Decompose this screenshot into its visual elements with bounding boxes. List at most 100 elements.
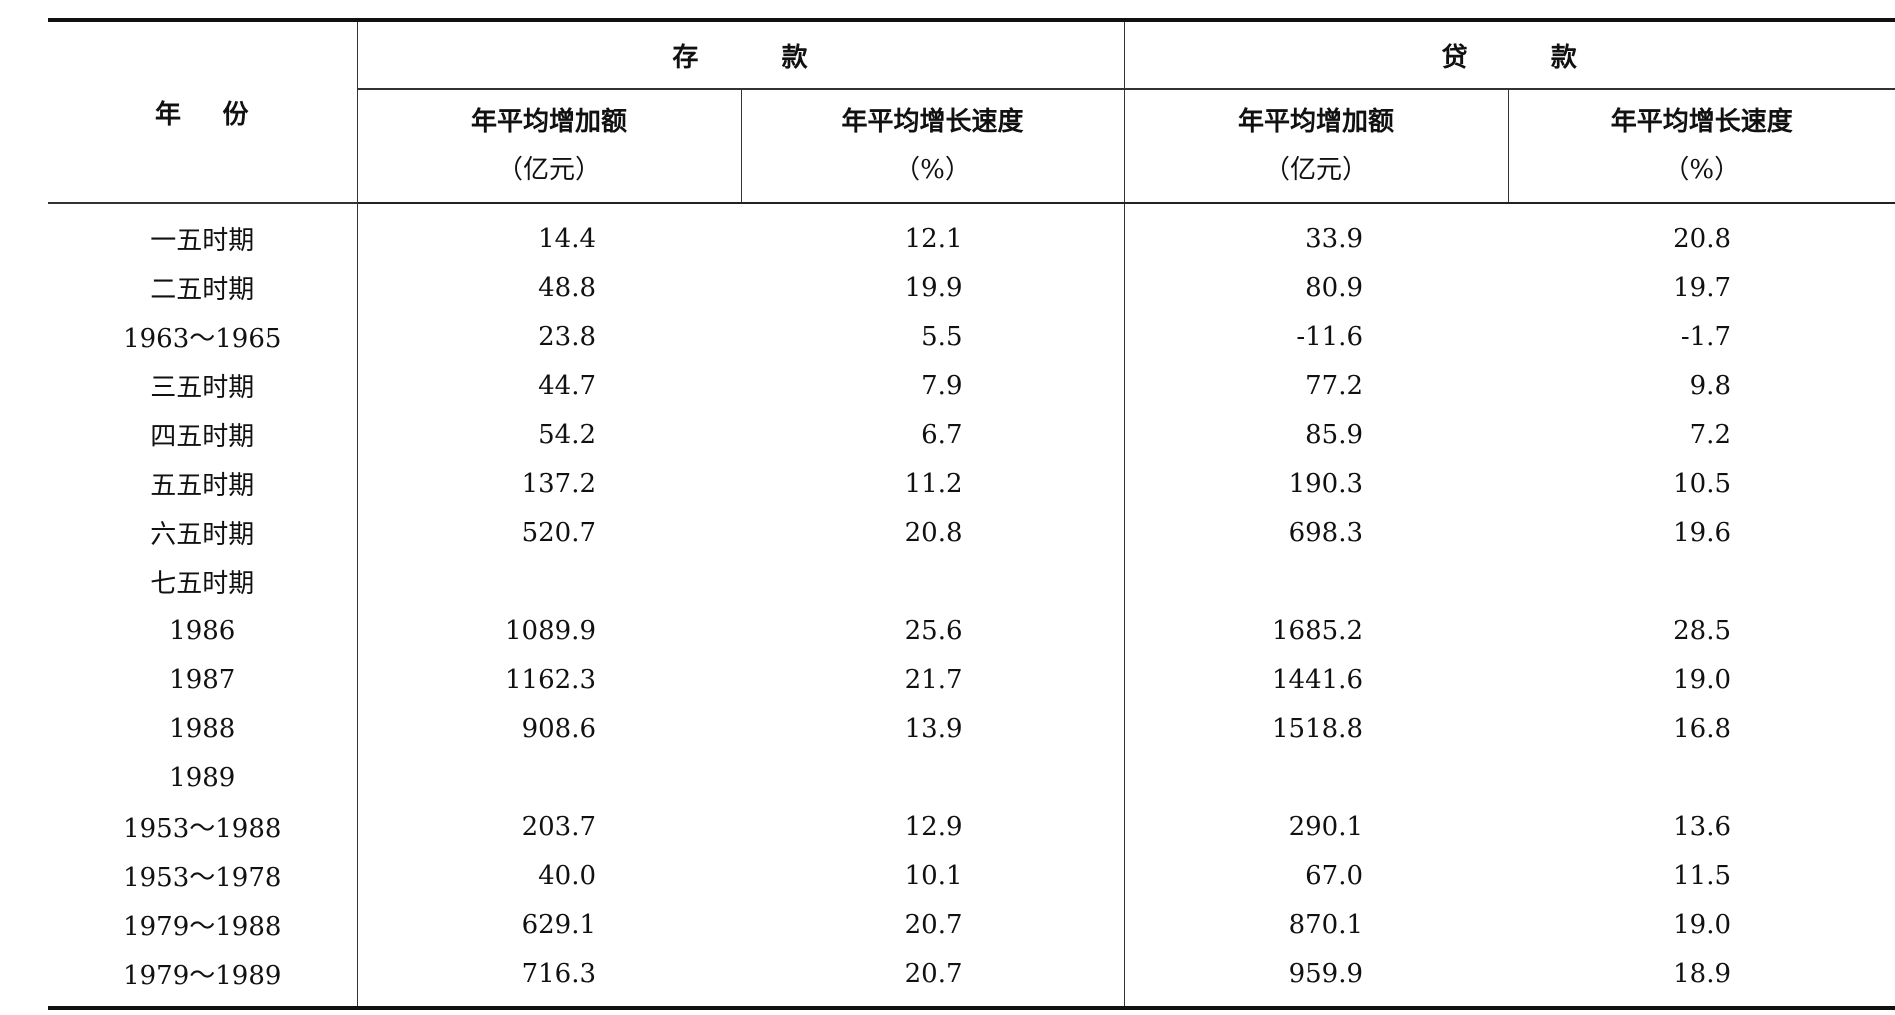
cell: 54.2 [356,410,741,459]
cell: 44.7 [356,361,741,410]
cell: 67.0 [1123,851,1508,900]
column-header: 年平均增加额 （亿元） [1123,89,1508,204]
table-row: 一五时期 14.4 12.1 33.9 20.8 [48,203,1895,263]
row-label: 1979～1988 [123,912,282,942]
cell: 7.9 [921,370,963,401]
table-row: 1979～1989 716.3 20.7 959.9 18.9 [48,949,1895,1010]
cell: 1441.6 [1123,655,1508,704]
table-header: 年份 存款 贷款 年平均增加额 （亿元） 年平均增长速度 （%） 年平均增加额 （亿元）年… [48,18,1895,204]
row-label: 1979～1989 [48,949,357,1010]
cell [1123,753,1508,802]
column-label: 年平均增加额 [1237,107,1394,137]
table-row: 1989 [48,753,1895,802]
cell: 21.7 [904,664,963,695]
column-label: 年平均增长速度 [1610,107,1793,137]
table-row: 1987 1162.3 21.7 1441.6 19.0 [48,655,1895,704]
table-row: 1953～1978 40.0 10.1 67.0 11.5 [48,851,1895,900]
cell: 80.9 [1123,263,1508,312]
cell: -11.6 [1123,312,1508,361]
cell [1508,753,1895,802]
group-header-row: 年份 存款 贷款 [48,18,1895,204]
cell: 520.7 [356,508,741,557]
cell: 5.5 [921,321,963,352]
row-label: 1989 [169,762,236,793]
table-row: 1988 908.6 13.9 1518.8 16.8 [48,704,1895,753]
cell: 870.1 [1123,900,1508,949]
cell: 698.3 [1123,508,1508,557]
cell: 23.8 [356,312,741,361]
cell: 290.1 [1123,802,1508,851]
cell: 19.9 [904,272,963,303]
cell: 1089.9 [356,606,741,655]
row-label: 六五时期 [150,520,255,550]
cell [356,753,741,802]
cell: 11.2 [904,468,963,499]
table-row: 四五时期 54.2 6.7 85.9 7.2 [48,410,1895,459]
cell: 190.3 [1123,459,1508,508]
cell: 20.7 [904,909,963,940]
row-label: 一五时期 [150,226,255,256]
table-row: 七五时期 [48,557,1895,606]
cell: 13.6 [1673,811,1731,842]
cell: 12.9 [904,811,963,842]
table-body: 一五时期 14.4 12.1 33.9 20.8 二五时期 48.8 19.9 80.9 19.7… [48,203,1895,1010]
column-unit: （%） [1663,155,1741,185]
cell: 629.1 [356,900,741,949]
cell: 19.0 [1673,909,1731,940]
row-label: 1988 [169,713,236,744]
cell: 1518.8 [1123,704,1508,753]
row-label: 二五时期 [150,275,255,305]
row-label: 四五时期 [150,422,255,452]
cell: 10.5 [1673,468,1731,499]
cell: 16.8 [1673,713,1731,744]
cell: 28.5 [1673,615,1731,646]
cell: 40.0 [356,851,741,900]
cell [741,557,1124,606]
row-label: 1986 [169,615,236,646]
cell: 137.2 [356,459,741,508]
cell: 19.7 [1673,272,1731,303]
table-row: 1986 1089.9 25.6 1685.2 28.5 [48,606,1895,655]
cell: 716.3 [356,949,741,1010]
cell: 77.2 [1123,361,1508,410]
row-label: 1963～1965 [123,324,282,354]
table-row: 六五时期 520.7 20.8 698.3 19.6 [48,508,1895,557]
cell: 13.9 [904,713,963,744]
row-label: 五五时期 [150,471,255,501]
cell: 33.9 [1123,203,1508,263]
cell: 7.2 [1689,419,1731,450]
cell: 959.9 [1123,949,1508,1010]
cell: 12.1 [904,223,963,254]
cell: 6.7 [921,419,963,450]
year-header: 年份 [48,18,357,204]
table-row: 1953～1988 203.7 12.9 290.1 13.6 [48,802,1895,851]
cell: 9.8 [1689,370,1731,401]
cell: 203.7 [356,802,741,851]
cell: 10.1 [904,860,963,891]
row-label: 三五时期 [150,373,255,403]
column-header: 年平均增加额 （亿元） [356,89,741,204]
cell: 85.9 [1123,410,1508,459]
cell: 19.0 [1673,664,1731,695]
column-header: 年平均增长速度 （%） [1507,89,1895,204]
row-label: 1987 [169,664,236,695]
column-label: 年平均增长速度 [841,107,1024,137]
cell: -1.7 [1680,321,1731,352]
cell: 18.9 [1508,949,1895,1010]
cell: 20.8 [904,517,963,548]
column-header: 年平均增长速度 （%） [740,89,1124,204]
cell: 11.5 [1673,860,1731,891]
table-row: 二五时期 48.8 19.9 80.9 19.7 [48,263,1895,312]
table-row: 1979～1988 629.1 20.7 870.1 19.0 [48,900,1895,949]
cell: 14.4 [356,203,741,263]
group-header: 存款 [356,18,1124,90]
group-header: 贷款 [1123,18,1895,90]
cell [356,557,741,606]
cell [741,753,1124,802]
cell: 20.7 [741,949,1124,1010]
cell: 1162.3 [356,655,741,704]
cell: 1685.2 [1123,606,1508,655]
column-header-row: 年平均增加额 （亿元） 年平均增长速度 （%） 年平均增加额 （亿元） 年平均增长速度 （%） [48,89,1895,204]
row-label: 1953～1988 [123,814,282,844]
